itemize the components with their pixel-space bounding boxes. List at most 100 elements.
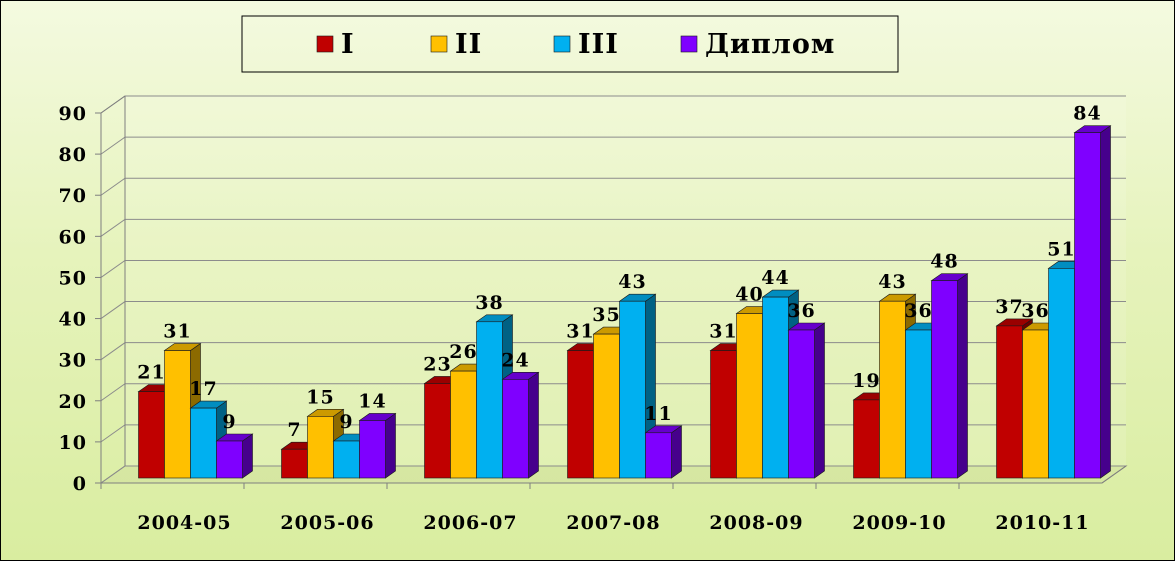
bar-side xyxy=(814,322,825,479)
bar-front xyxy=(788,329,815,479)
y-tick-label: 10 xyxy=(59,432,87,454)
bar-front xyxy=(138,391,165,479)
data-label: 35 xyxy=(592,304,620,326)
data-label: 36 xyxy=(787,300,815,322)
legend-swatch xyxy=(430,35,448,53)
legend-label: Диплом xyxy=(705,29,835,60)
y-tick-label: 20 xyxy=(59,391,87,413)
data-label: 31 xyxy=(566,321,594,343)
y-tick-label: 70 xyxy=(59,185,87,207)
data-label: 9 xyxy=(222,411,236,433)
bar-front xyxy=(1022,329,1049,479)
data-label: 40 xyxy=(735,284,763,306)
bar-front xyxy=(762,296,789,479)
bar-front xyxy=(567,350,594,479)
data-label: 48 xyxy=(930,251,958,273)
bar-front xyxy=(281,448,308,479)
bar-side xyxy=(385,412,396,479)
bar xyxy=(358,412,397,479)
legend-box xyxy=(241,15,899,73)
x-category-label: 2009-10 xyxy=(852,512,946,534)
data-label: 14 xyxy=(358,390,386,412)
bar-front xyxy=(736,313,763,479)
data-label: 19 xyxy=(852,370,880,392)
bar-side xyxy=(1100,125,1111,479)
data-label: 36 xyxy=(904,300,932,322)
bar xyxy=(1073,125,1112,479)
bar-front xyxy=(333,440,360,479)
x-category-label: 2006-07 xyxy=(423,512,517,534)
data-label: 37 xyxy=(995,296,1023,318)
data-label: 43 xyxy=(878,271,906,293)
y-tick-label: 50 xyxy=(59,267,87,289)
bar-front xyxy=(502,379,529,479)
legend-swatch xyxy=(680,35,698,53)
data-label: 15 xyxy=(306,386,334,408)
bar-front xyxy=(931,280,958,479)
y-tick-label: 60 xyxy=(59,226,87,248)
bar-front xyxy=(1074,132,1101,479)
legend-item: III xyxy=(553,29,619,60)
y-tick-label: 80 xyxy=(59,144,87,166)
bar xyxy=(787,322,826,479)
legend-item: I xyxy=(316,29,354,60)
data-label: 84 xyxy=(1073,103,1101,125)
x-category-label: 2004-05 xyxy=(137,512,231,534)
data-label: 51 xyxy=(1047,238,1075,260)
back-wall xyxy=(125,96,1126,466)
bar-front xyxy=(216,440,243,479)
bar-side xyxy=(528,371,539,479)
x-category-label: 2005-06 xyxy=(280,512,374,534)
legend-item: Диплом xyxy=(680,29,835,60)
x-category-label: 2007-08 xyxy=(566,512,660,534)
bar-side xyxy=(671,425,682,479)
data-label: 17 xyxy=(189,378,217,400)
data-label: 21 xyxy=(137,362,165,384)
bar-front xyxy=(853,399,880,479)
bar xyxy=(501,371,540,479)
bar-front xyxy=(307,416,334,479)
data-label: 31 xyxy=(163,321,191,343)
bar-side xyxy=(242,433,253,479)
bar-front xyxy=(996,325,1023,479)
bar-front xyxy=(619,300,646,479)
bar xyxy=(644,425,683,479)
bar-front xyxy=(424,383,451,479)
bar-front xyxy=(359,420,386,479)
y-tick-label: 40 xyxy=(59,309,87,331)
bar-front xyxy=(164,350,191,479)
bars xyxy=(137,125,1112,479)
legend-item: II xyxy=(430,29,482,60)
y-tick-label: 90 xyxy=(59,103,87,125)
floor-right-edge xyxy=(1101,465,1127,484)
bar-front xyxy=(1048,268,1075,479)
bar-front xyxy=(190,407,217,479)
data-label: 36 xyxy=(1021,300,1049,322)
bar xyxy=(930,273,969,479)
axes: 0 10 20 30 40 50 60 70 80 90 2004-05 2005-06 2006-07… xyxy=(59,95,1127,534)
bar-front xyxy=(476,321,503,479)
bar-front xyxy=(905,329,932,479)
legend-swatch xyxy=(316,35,334,53)
data-label: 44 xyxy=(761,267,789,289)
data-label: 26 xyxy=(449,341,477,363)
x-category-label: 2008-09 xyxy=(709,512,803,534)
data-label: 23 xyxy=(423,353,451,375)
data-label: 7 xyxy=(287,419,301,441)
y-axis-top-edge xyxy=(100,95,126,114)
bar-side xyxy=(957,273,968,479)
bar-front xyxy=(645,432,672,479)
data-label: 11 xyxy=(644,403,672,425)
data-label: 43 xyxy=(618,271,646,293)
bar xyxy=(215,433,254,479)
y-tick-label: 0 xyxy=(73,473,87,495)
x-category-label: 2010-11 xyxy=(995,512,1089,534)
legend-label: II xyxy=(455,29,482,60)
data-label: 38 xyxy=(475,292,503,314)
data-label: 31 xyxy=(709,321,737,343)
data-label: 9 xyxy=(339,411,353,433)
legend-label: III xyxy=(578,29,619,60)
